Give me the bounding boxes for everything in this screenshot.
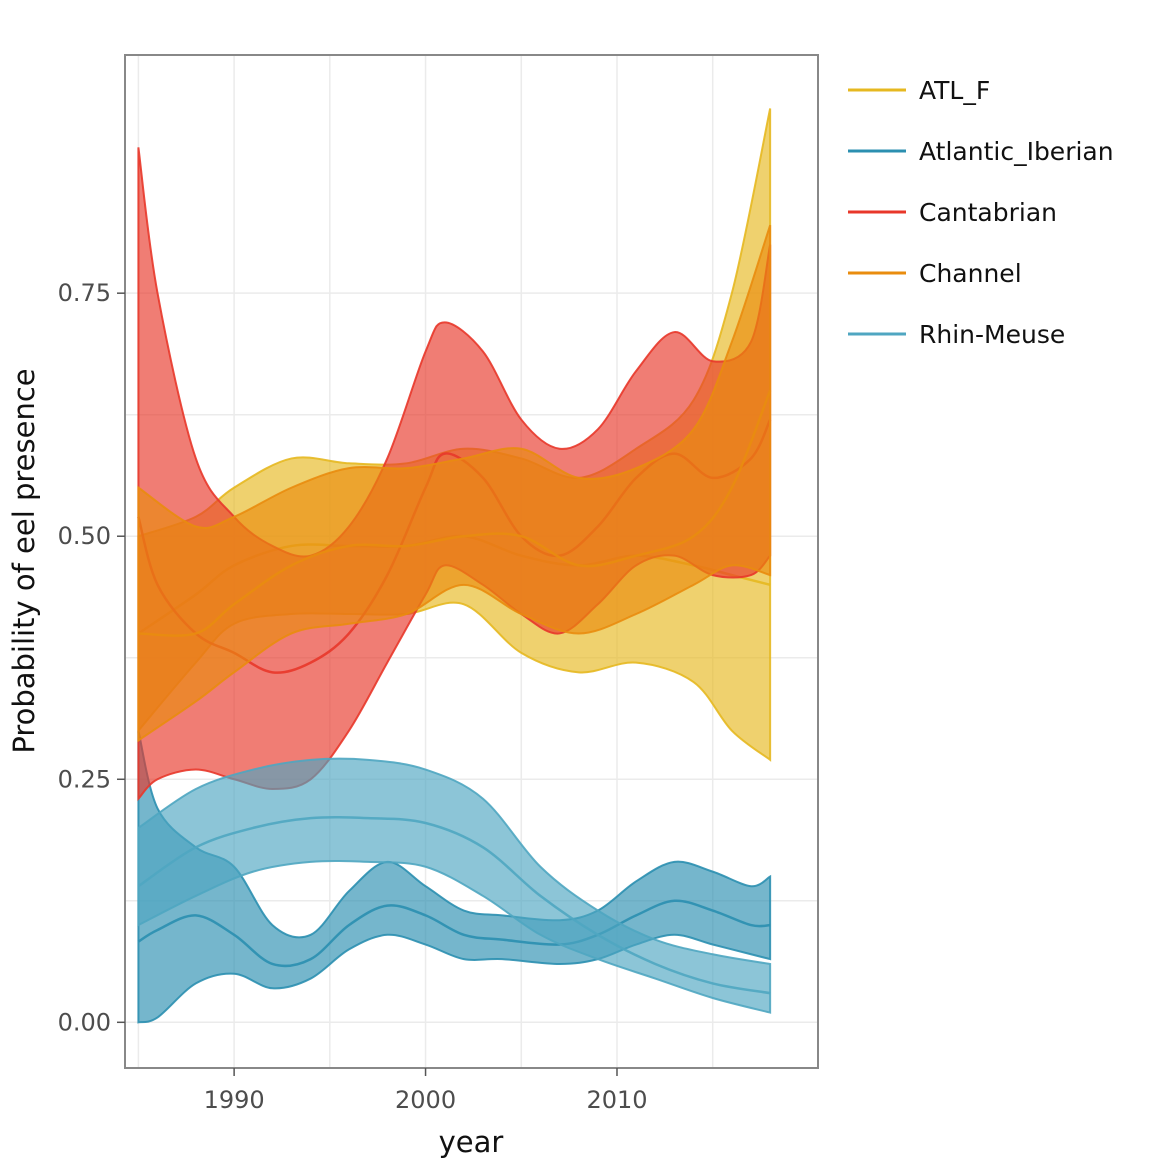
line-atlantic-iberian	[137, 899, 771, 968]
legend-label-cantabrian: Cantabrian	[919, 198, 1057, 227]
ribbon-channel	[137, 224, 772, 743]
y-tick-label: 0.00	[58, 1008, 111, 1036]
legend-label-atlantic-iberian: Atlantic_Iberian	[919, 137, 1114, 166]
ribbon-rhin-meuse	[137, 757, 772, 1014]
y-tick-label: 0.25	[58, 765, 111, 793]
axes: 0.00 0.25 0.50 0.75 1990 2000 2010	[58, 279, 648, 1114]
series-layer	[137, 108, 772, 1024]
y-axis-title: Probability of eel presence	[7, 368, 41, 753]
plot-border	[124, 54, 819, 1069]
legend-label-atl-f: ATL_F	[919, 76, 990, 105]
line-rhin-meuse	[137, 815, 771, 995]
y-tick-label: 0.75	[58, 279, 111, 307]
x-axis-title: year	[439, 1125, 504, 1159]
x-tick-label: 2010	[586, 1086, 647, 1114]
y-tick-label: 0.50	[58, 522, 111, 550]
line-channel	[138, 389, 772, 637]
x-tick-label: 2000	[395, 1086, 456, 1114]
legend: ATL_F Atlantic_Iberian Cantabrian Channel Rh…	[848, 76, 1114, 349]
legend-label-channel: Channel	[919, 259, 1022, 288]
legend-label-rhin-meuse: Rhin-Meuse	[919, 320, 1065, 349]
x-tick-label: 1990	[204, 1086, 265, 1114]
